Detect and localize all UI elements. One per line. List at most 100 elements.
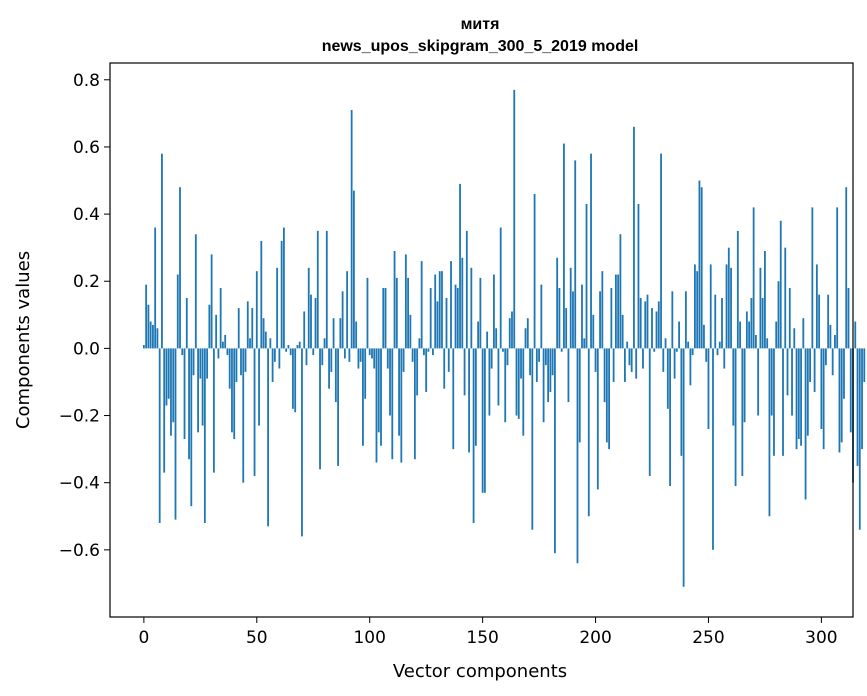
bar-64 [287, 345, 290, 349]
bar-165 [515, 348, 518, 416]
bar-87 [339, 318, 342, 349]
bar-261 [732, 348, 735, 426]
bar-309 [840, 348, 843, 443]
bar-13 [172, 348, 175, 423]
bar-199 [592, 314, 595, 349]
bar-197 [587, 348, 590, 517]
bar-315 [854, 321, 857, 349]
bar-63 [285, 348, 288, 352]
bar-117 [407, 277, 410, 349]
bar-36 [224, 334, 227, 349]
bar-262 [734, 348, 737, 487]
bar-118 [409, 314, 412, 349]
bar-114 [400, 348, 403, 463]
bar-290 [797, 348, 800, 440]
bar-3 [149, 321, 152, 349]
x-tick-label: 200 [579, 628, 611, 648]
bar-222 [644, 301, 647, 349]
bar-84 [332, 318, 335, 349]
bar-128 [432, 348, 434, 356]
y-axis-label: Components values [13, 251, 34, 429]
bar-292 [802, 318, 805, 349]
bar-181 [551, 348, 554, 376]
bar-28 [206, 348, 209, 379]
x-tick-label: 50 [246, 628, 268, 648]
bar-65 [289, 348, 292, 356]
bar-203 [601, 271, 604, 349]
bar-23 [194, 234, 197, 349]
bar-131 [438, 271, 441, 349]
y-tick-label: −0.6 [59, 541, 100, 561]
bar-196 [585, 204, 588, 349]
bar-79 [321, 348, 324, 366]
bar-305 [831, 348, 834, 376]
bar-219 [637, 204, 640, 349]
chart-title: митя [461, 16, 500, 33]
bar-30 [210, 254, 213, 349]
bar-32 [215, 314, 218, 349]
bar-103 [375, 348, 378, 463]
bar-145 [470, 267, 473, 349]
bar-225 [651, 308, 653, 349]
bar-316 [856, 348, 859, 466]
bar-279 [773, 348, 775, 456]
bar-150 [481, 348, 484, 493]
bar-168 [522, 348, 525, 436]
bar-307 [836, 207, 839, 349]
bar-90 [346, 271, 349, 349]
bar-121 [416, 348, 419, 396]
bar-154 [490, 348, 493, 369]
bar-67 [294, 348, 297, 413]
bar-266 [743, 348, 746, 423]
bar-265 [741, 348, 744, 476]
bar-280 [775, 321, 778, 349]
bar-5 [154, 227, 157, 349]
bar-198 [590, 153, 592, 349]
bar-306 [834, 334, 836, 349]
bar-208 [612, 348, 615, 382]
bar-296 [811, 207, 814, 349]
bar-127 [429, 287, 432, 349]
bar-37 [226, 348, 229, 356]
bar-27 [203, 348, 206, 523]
bar-201 [596, 348, 599, 490]
bar-319 [863, 348, 866, 382]
bar-116 [404, 254, 407, 349]
bar-241 [687, 341, 690, 349]
bar-49 [253, 348, 256, 476]
bar-137 [452, 348, 455, 450]
y-tick-label: 0.0 [73, 339, 100, 359]
bar-148 [477, 321, 480, 349]
bar-47 [249, 338, 251, 349]
bar-174 [535, 348, 538, 382]
bar-94 [355, 321, 358, 349]
bar-260 [730, 267, 732, 349]
bar-24 [197, 348, 199, 433]
bar-66 [292, 348, 294, 409]
bar-76 [314, 298, 317, 349]
x-tick-label: 300 [805, 628, 837, 648]
bar-110 [391, 348, 394, 460]
bar-221 [642, 348, 644, 369]
bar-41 [235, 348, 238, 382]
bar-277 [768, 348, 771, 517]
y-tick-label: −0.2 [59, 407, 100, 427]
bar-218 [635, 348, 638, 379]
bar-134 [445, 298, 448, 349]
bar-50 [255, 271, 258, 349]
bar-281 [777, 281, 780, 349]
bar-98 [364, 348, 367, 399]
bar-31 [212, 348, 215, 473]
bar-256 [721, 298, 723, 349]
bar-303 [827, 294, 830, 349]
bar-42 [237, 308, 240, 349]
bar-159 [502, 348, 504, 352]
bar-77 [316, 230, 319, 349]
bar-175 [538, 348, 540, 362]
bar-254 [716, 348, 719, 356]
bar-234 [671, 291, 674, 349]
bar-250 [707, 348, 710, 429]
bar-10 [165, 348, 168, 406]
bar-120 [413, 348, 416, 460]
bar-100 [368, 348, 371, 356]
